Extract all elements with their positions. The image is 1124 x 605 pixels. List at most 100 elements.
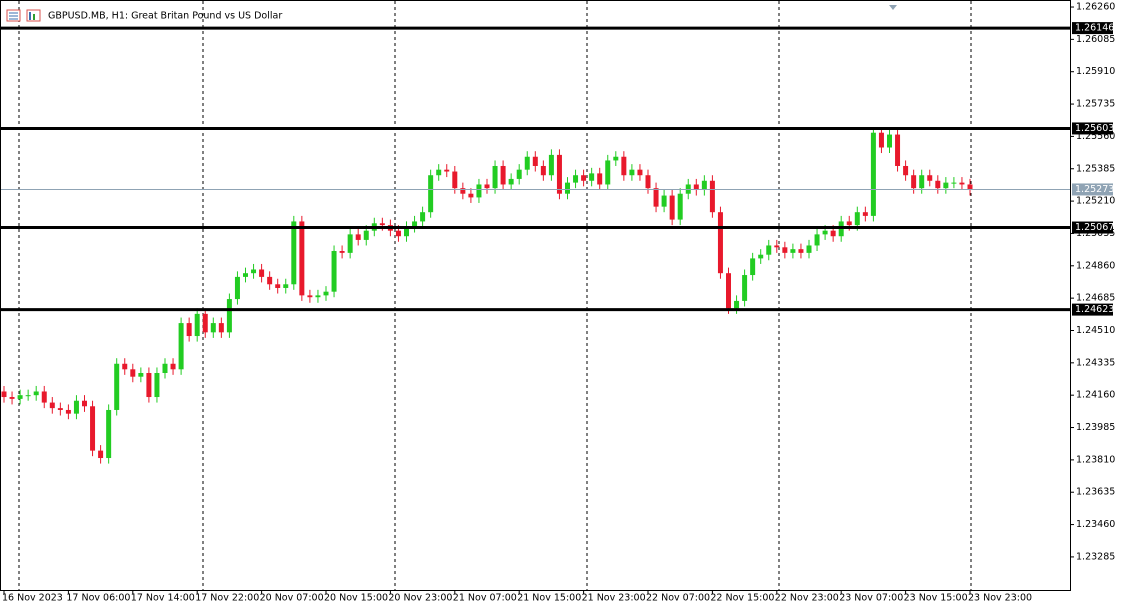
candle-body: [556, 154, 562, 194]
candle-body: [315, 295, 321, 298]
candle-body: [854, 212, 860, 226]
y-tick-label: 1.23635: [1076, 487, 1115, 498]
candle-body: [162, 363, 168, 374]
candle-body: [82, 400, 87, 407]
candle-body: [927, 175, 933, 181]
candle-body: [243, 273, 248, 277]
candle-body: [291, 221, 297, 285]
candle-body: [693, 184, 699, 191]
candle-body: [420, 212, 426, 222]
level-label-box: [1072, 22, 1113, 35]
y-tick-label: 1.26260: [1076, 2, 1115, 13]
bid-label: 1.25273: [1075, 184, 1114, 195]
candle-body: [428, 175, 434, 213]
level-label-box: [1072, 303, 1113, 316]
candle-body: [130, 369, 136, 377]
candle-body: [178, 323, 184, 370]
candle-body: [500, 165, 506, 185]
candle-body: [637, 169, 643, 176]
x-tick-label: 17 Nov 14:00: [131, 593, 195, 604]
candle-body: [629, 169, 635, 176]
candle-body: [878, 132, 884, 148]
x-tick-label: 22 Nov 23:00: [775, 593, 839, 604]
candle-body: [782, 247, 788, 253]
candle-body: [122, 363, 128, 370]
candle-body: [186, 323, 192, 337]
shift-marker: [889, 5, 897, 10]
candle-body: [951, 182, 957, 184]
candle-body: [412, 221, 418, 227]
y-tick-label: 1.25735: [1076, 99, 1115, 110]
candle-body: [597, 173, 603, 185]
candle-body: [653, 188, 659, 207]
y-tick-label: 1.23285: [1076, 551, 1115, 562]
candle-body: [98, 450, 104, 459]
candle-body: [774, 245, 780, 248]
y-tick-label: 1.25910: [1076, 66, 1115, 77]
candle-body: [49, 402, 55, 409]
x-tick-label: 23 Nov 23:00: [968, 593, 1032, 604]
candle-body: [170, 363, 176, 370]
candle-body: [202, 313, 208, 333]
candle-body: [492, 165, 498, 189]
candle-body: [355, 234, 361, 240]
x-tick-label: 20 Nov 15:00: [324, 593, 388, 604]
candle-body: [581, 175, 587, 181]
candle-body: [814, 234, 820, 246]
candle-body: [323, 291, 329, 296]
x-tick-label: 17 Nov 22:00: [195, 593, 259, 604]
candle-body: [717, 212, 723, 274]
candle-body: [645, 175, 651, 189]
candle-body: [589, 173, 595, 181]
candle-body: [436, 169, 442, 176]
x-tick-label: 22 Nov 07:00: [646, 593, 710, 604]
candle-body: [870, 132, 876, 216]
candle-body: [750, 258, 756, 276]
candle-body: [73, 400, 79, 414]
level-label: 1.24623: [1075, 304, 1114, 315]
x-tick-label: 20 Nov 23:00: [388, 593, 452, 604]
y-tick-label: 1.25385: [1076, 163, 1115, 174]
candle-body: [911, 175, 917, 189]
candle-body: [669, 195, 675, 220]
candle-body: [895, 134, 901, 166]
y-tick-label: 1.24510: [1076, 325, 1115, 336]
candle-body: [41, 391, 47, 403]
candle-body: [307, 295, 313, 298]
candle-body: [846, 221, 852, 226]
candle-body: [404, 226, 409, 237]
candle-body: [532, 156, 538, 166]
candle-body: [943, 182, 949, 189]
x-tick-label: 20 Nov 07:00: [260, 593, 324, 604]
y-tick-label: 1.23985: [1076, 422, 1115, 433]
candle-body: [347, 234, 353, 253]
level-label-box: [1072, 122, 1113, 135]
candle-body: [33, 391, 39, 396]
symbol-icons: [6, 9, 41, 22]
level-label: 1.25067: [1075, 222, 1114, 233]
candle-body: [806, 245, 812, 253]
candle-body: [267, 276, 273, 285]
candle-body: [548, 154, 554, 176]
x-tick-label: 17 Nov 06:00: [66, 593, 130, 604]
candle-body: [1, 391, 7, 398]
candle-body: [830, 230, 836, 237]
candle-body: [508, 178, 514, 185]
candle-body: [677, 193, 683, 220]
candle-body: [798, 249, 804, 253]
candle-body: [758, 254, 764, 259]
candle-body: [476, 184, 482, 198]
candle-body: [452, 171, 458, 189]
candle-body: [331, 251, 337, 292]
candle-body: [613, 156, 619, 161]
candle-body: [959, 182, 965, 185]
candle-body: [234, 276, 240, 300]
y-tick-label: 1.24335: [1076, 357, 1115, 368]
candle-body: [766, 245, 772, 255]
x-tick-label: 21 Nov 15:00: [517, 593, 581, 604]
x-tick-label: 21 Nov 23:00: [582, 593, 646, 604]
candle-body: [709, 180, 715, 213]
candle-body: [218, 323, 224, 333]
candle-body: [605, 160, 611, 185]
